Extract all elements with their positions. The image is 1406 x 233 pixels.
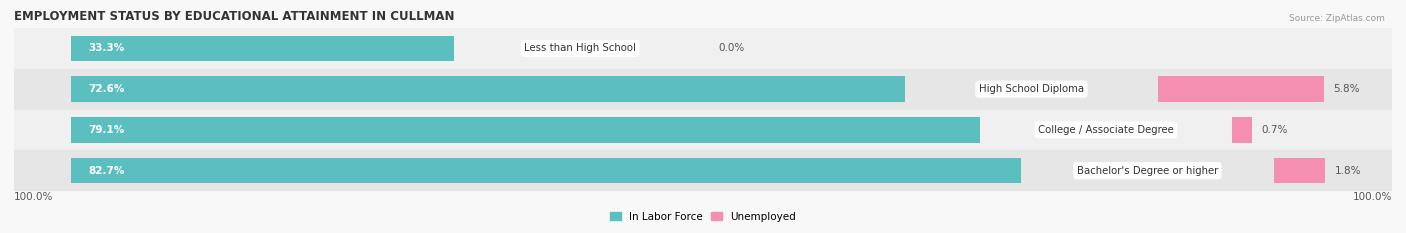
Text: 72.6%: 72.6% [89, 84, 125, 94]
Bar [14, 28, 1392, 69]
Bar [14, 150, 1392, 191]
Bar [72, 76, 905, 102]
Bar [72, 158, 1021, 183]
Text: Less than High School: Less than High School [524, 43, 636, 53]
Text: 0.7%: 0.7% [1261, 125, 1288, 135]
Text: 33.3%: 33.3% [89, 43, 125, 53]
Text: High School Diploma: High School Diploma [979, 84, 1084, 94]
Text: 82.7%: 82.7% [89, 166, 125, 176]
Text: 1.8%: 1.8% [1334, 166, 1361, 176]
Text: 0.0%: 0.0% [718, 43, 744, 53]
Text: 5.8%: 5.8% [1333, 84, 1360, 94]
Text: College / Associate Degree: College / Associate Degree [1038, 125, 1174, 135]
Text: Source: ZipAtlas.com: Source: ZipAtlas.com [1289, 14, 1385, 23]
Text: 79.1%: 79.1% [89, 125, 125, 135]
Bar [1157, 76, 1324, 102]
Bar [72, 117, 980, 143]
Text: Bachelor's Degree or higher: Bachelor's Degree or higher [1077, 166, 1218, 176]
Legend: In Labor Force, Unemployed: In Labor Force, Unemployed [610, 212, 796, 222]
Text: EMPLOYMENT STATUS BY EDUCATIONAL ATTAINMENT IN CULLMAN: EMPLOYMENT STATUS BY EDUCATIONAL ATTAINM… [14, 10, 454, 23]
Text: 100.0%: 100.0% [14, 192, 53, 202]
Bar [72, 36, 454, 61]
Bar [1232, 117, 1253, 143]
Bar [14, 110, 1392, 150]
Bar [1274, 158, 1326, 183]
Bar [14, 69, 1392, 110]
Text: 100.0%: 100.0% [1353, 192, 1392, 202]
